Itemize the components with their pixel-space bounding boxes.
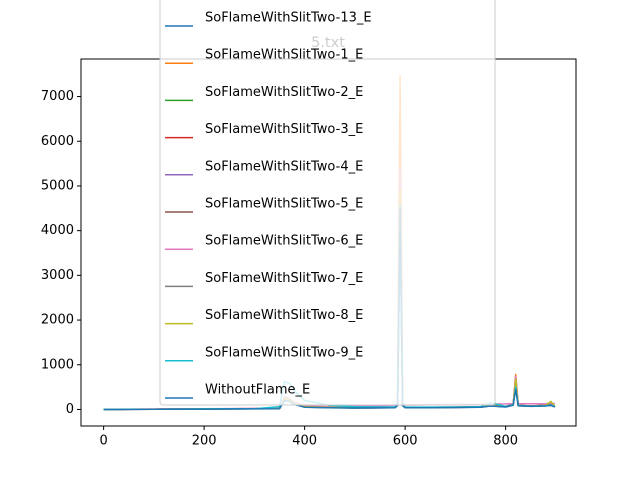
y-tick-label: 5000 xyxy=(41,178,74,193)
legend-label: SoFlameWithSlitTwo-3_E xyxy=(205,122,363,137)
y-tick-label: 0 xyxy=(66,402,74,417)
x-tick-label: 0 xyxy=(99,434,107,449)
legend: SoFlameWithSlitTwo-13_E SoFlameWithSlitTw… xyxy=(159,0,496,406)
legend-label: SoFlameWithSlitTwo-6_E xyxy=(205,234,363,249)
x-tick-label: 200 xyxy=(192,434,217,449)
legend-label: SoFlameWithSlitTwo-5_E xyxy=(205,197,363,212)
legend-label: SoFlameWithSlitTwo-7_E xyxy=(205,271,363,286)
x-tick-label: 600 xyxy=(393,434,418,449)
legend-box xyxy=(159,0,496,406)
x-tick-label: 800 xyxy=(493,434,518,449)
x-tick-label: 400 xyxy=(292,434,317,449)
legend-label: SoFlameWithSlitTwo-2_E xyxy=(205,85,363,100)
y-tick-label: 4000 xyxy=(41,223,74,238)
y-tick-label: 6000 xyxy=(41,134,74,149)
legend-label: WithoutFlame_E xyxy=(205,383,310,398)
legend-label: SoFlameWithSlitTwo-9_E xyxy=(205,345,363,360)
y-tick-label: 2000 xyxy=(41,313,74,328)
y-tick-label: 1000 xyxy=(41,357,74,372)
legend-label: SoFlameWithSlitTwo-1_E xyxy=(205,48,363,63)
legend-label: SoFlameWithSlitTwo-13_E xyxy=(205,11,372,26)
y-tick-label: 7000 xyxy=(41,89,74,104)
legend-label: SoFlameWithSlitTwo-4_E xyxy=(205,159,363,174)
series-line xyxy=(103,207,556,411)
legend-label: SoFlameWithSlitTwo-8_E xyxy=(205,308,363,323)
y-tick-label: 3000 xyxy=(41,268,74,283)
